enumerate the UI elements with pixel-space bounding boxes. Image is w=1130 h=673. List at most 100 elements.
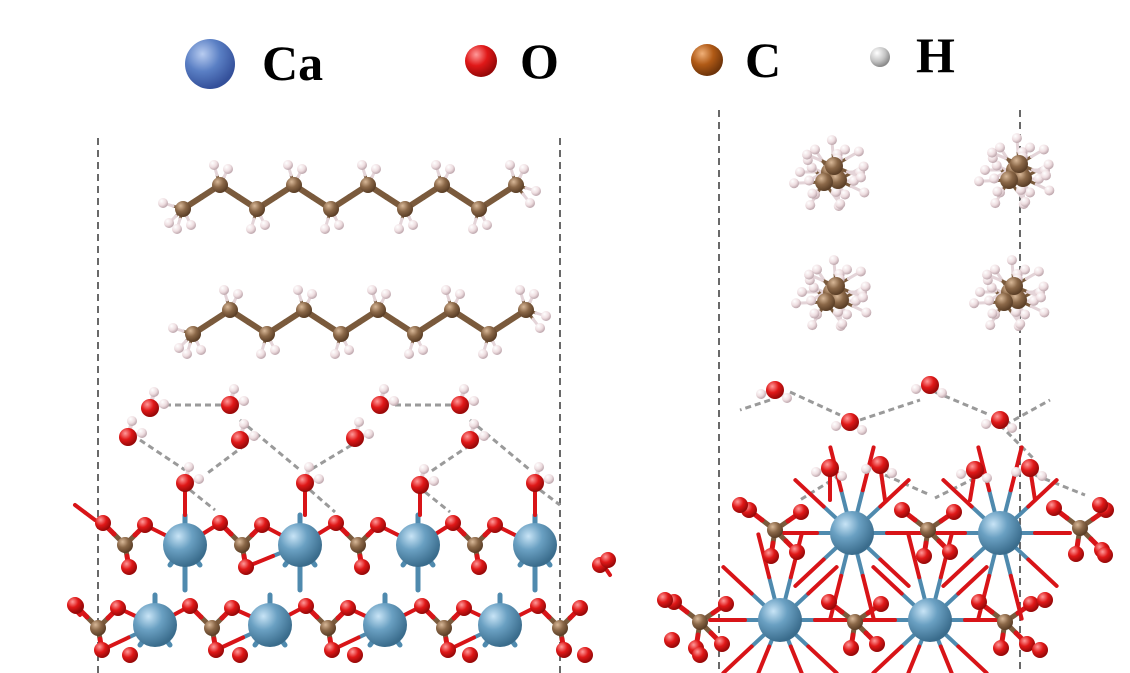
hydrogen-atom (304, 462, 314, 472)
hydrogen-atom (381, 289, 391, 299)
bond (806, 644, 839, 673)
carbon-atom (350, 537, 366, 553)
atoms (67, 133, 1114, 663)
hydrogen-atom (990, 198, 1001, 209)
legend-label-h: H (916, 27, 955, 83)
carbon-atom (222, 302, 238, 318)
oxygen-atom (1032, 642, 1048, 658)
hydrogen-atom (469, 419, 479, 429)
oxygen-atom (718, 596, 734, 612)
hydrogen-atom (239, 419, 249, 429)
hydrogen-atom (857, 425, 867, 435)
hydrogen-atom (974, 176, 985, 187)
hydrogen-atom (184, 462, 194, 472)
oxygen-atom (600, 552, 616, 568)
oxygen-atom (869, 636, 885, 652)
carbon-atom (212, 177, 228, 193)
oxygen-atom (894, 502, 910, 518)
hydrogen-atom (859, 187, 870, 198)
calcium-atom (133, 603, 177, 647)
hydrogen-atom (1006, 255, 1017, 266)
hydrogen-bond (799, 473, 841, 502)
hydrogen-atom (164, 218, 174, 228)
hydrogen-bond (859, 398, 921, 422)
hydrogen-atom (837, 318, 848, 329)
hydrogen-atom (833, 306, 844, 317)
hydrogen-atom (186, 220, 196, 230)
calcium-atom (363, 603, 407, 647)
bond (1026, 478, 1059, 509)
oxygen-atom (1068, 546, 1084, 562)
hydrogen-atom (431, 160, 441, 170)
oxygen-atom (821, 594, 837, 610)
oxygen-atom (414, 598, 430, 614)
hydrogen-bond (998, 423, 1037, 462)
hydrogen-atom (1039, 307, 1050, 318)
oxygen-atom (212, 515, 228, 531)
hydrogen-atom (982, 269, 993, 280)
hydrogen-atom (1011, 306, 1022, 317)
hydrogen-atom (804, 175, 815, 186)
hydrogen-atom (853, 146, 864, 157)
hydrogen-atom (260, 220, 270, 230)
carbon-atom (767, 522, 783, 538)
hydrogen-atom (1025, 187, 1035, 198)
carbon-atom (434, 177, 450, 193)
hydrogen-atom (182, 349, 192, 359)
hydrogen-atom (229, 384, 239, 394)
oxygen-atom (471, 559, 487, 575)
hydrogen-atom (168, 323, 178, 333)
oxygen-atom (577, 647, 593, 663)
carbon-atom (825, 157, 843, 175)
hydrogen-atom (1020, 309, 1030, 320)
hydrogen-atom (519, 164, 529, 174)
hydrogen-atom (982, 473, 992, 483)
hydrogen-atom (991, 160, 1002, 171)
oxygen-atom (843, 640, 859, 656)
oxygen-atom (487, 517, 503, 533)
hydrogen-atom (840, 144, 850, 155)
oxygen-atom (456, 600, 472, 616)
hydrogen-atom (861, 464, 871, 474)
hydrogen-atom (1038, 144, 1049, 155)
hydrogen-atom (1011, 467, 1021, 477)
oxygen-atom (137, 517, 153, 533)
hydrogen-atom (1035, 292, 1046, 303)
hydrogen-bond (139, 438, 186, 472)
carbon-atom (296, 302, 312, 318)
hydrogen-atom (468, 224, 478, 234)
hydrogen-atom (782, 393, 792, 403)
oxygen-atom (346, 429, 364, 447)
oxygen-atom (991, 411, 1009, 429)
hydrogen-bond (934, 476, 976, 500)
hydrogen-atom (209, 160, 219, 170)
carbon-atom (827, 277, 845, 295)
hydrogen-atom (984, 295, 995, 306)
hydrogen-atom (808, 282, 819, 293)
hydrogen-bond (309, 488, 336, 514)
carbon-atom (175, 201, 191, 217)
hydrogen-atom (990, 264, 1000, 275)
oxygen-atom (1092, 497, 1108, 513)
carbon-atom (692, 614, 708, 630)
oxygen-atom (232, 647, 248, 663)
hydrogen-atom (1044, 185, 1055, 196)
hydrogen-atom (840, 189, 850, 200)
hydrogen-atom (293, 285, 303, 295)
oxygen-atom (873, 596, 889, 612)
hydrogen-atom (357, 160, 367, 170)
hydrogen-atom (297, 164, 307, 174)
oxygen-atom (354, 559, 370, 575)
oxygen-atom (328, 515, 344, 531)
h-atom-icon (870, 47, 890, 67)
oxygen-atom (231, 431, 249, 449)
calcium-atom (396, 523, 440, 567)
bond (941, 557, 974, 588)
hydrogen-atom (911, 384, 921, 394)
calcium-atom (163, 523, 207, 567)
oxygen-atom (664, 632, 680, 648)
carbon-atom (436, 620, 452, 636)
hydrogen-bond (539, 488, 561, 507)
bond (793, 557, 826, 588)
